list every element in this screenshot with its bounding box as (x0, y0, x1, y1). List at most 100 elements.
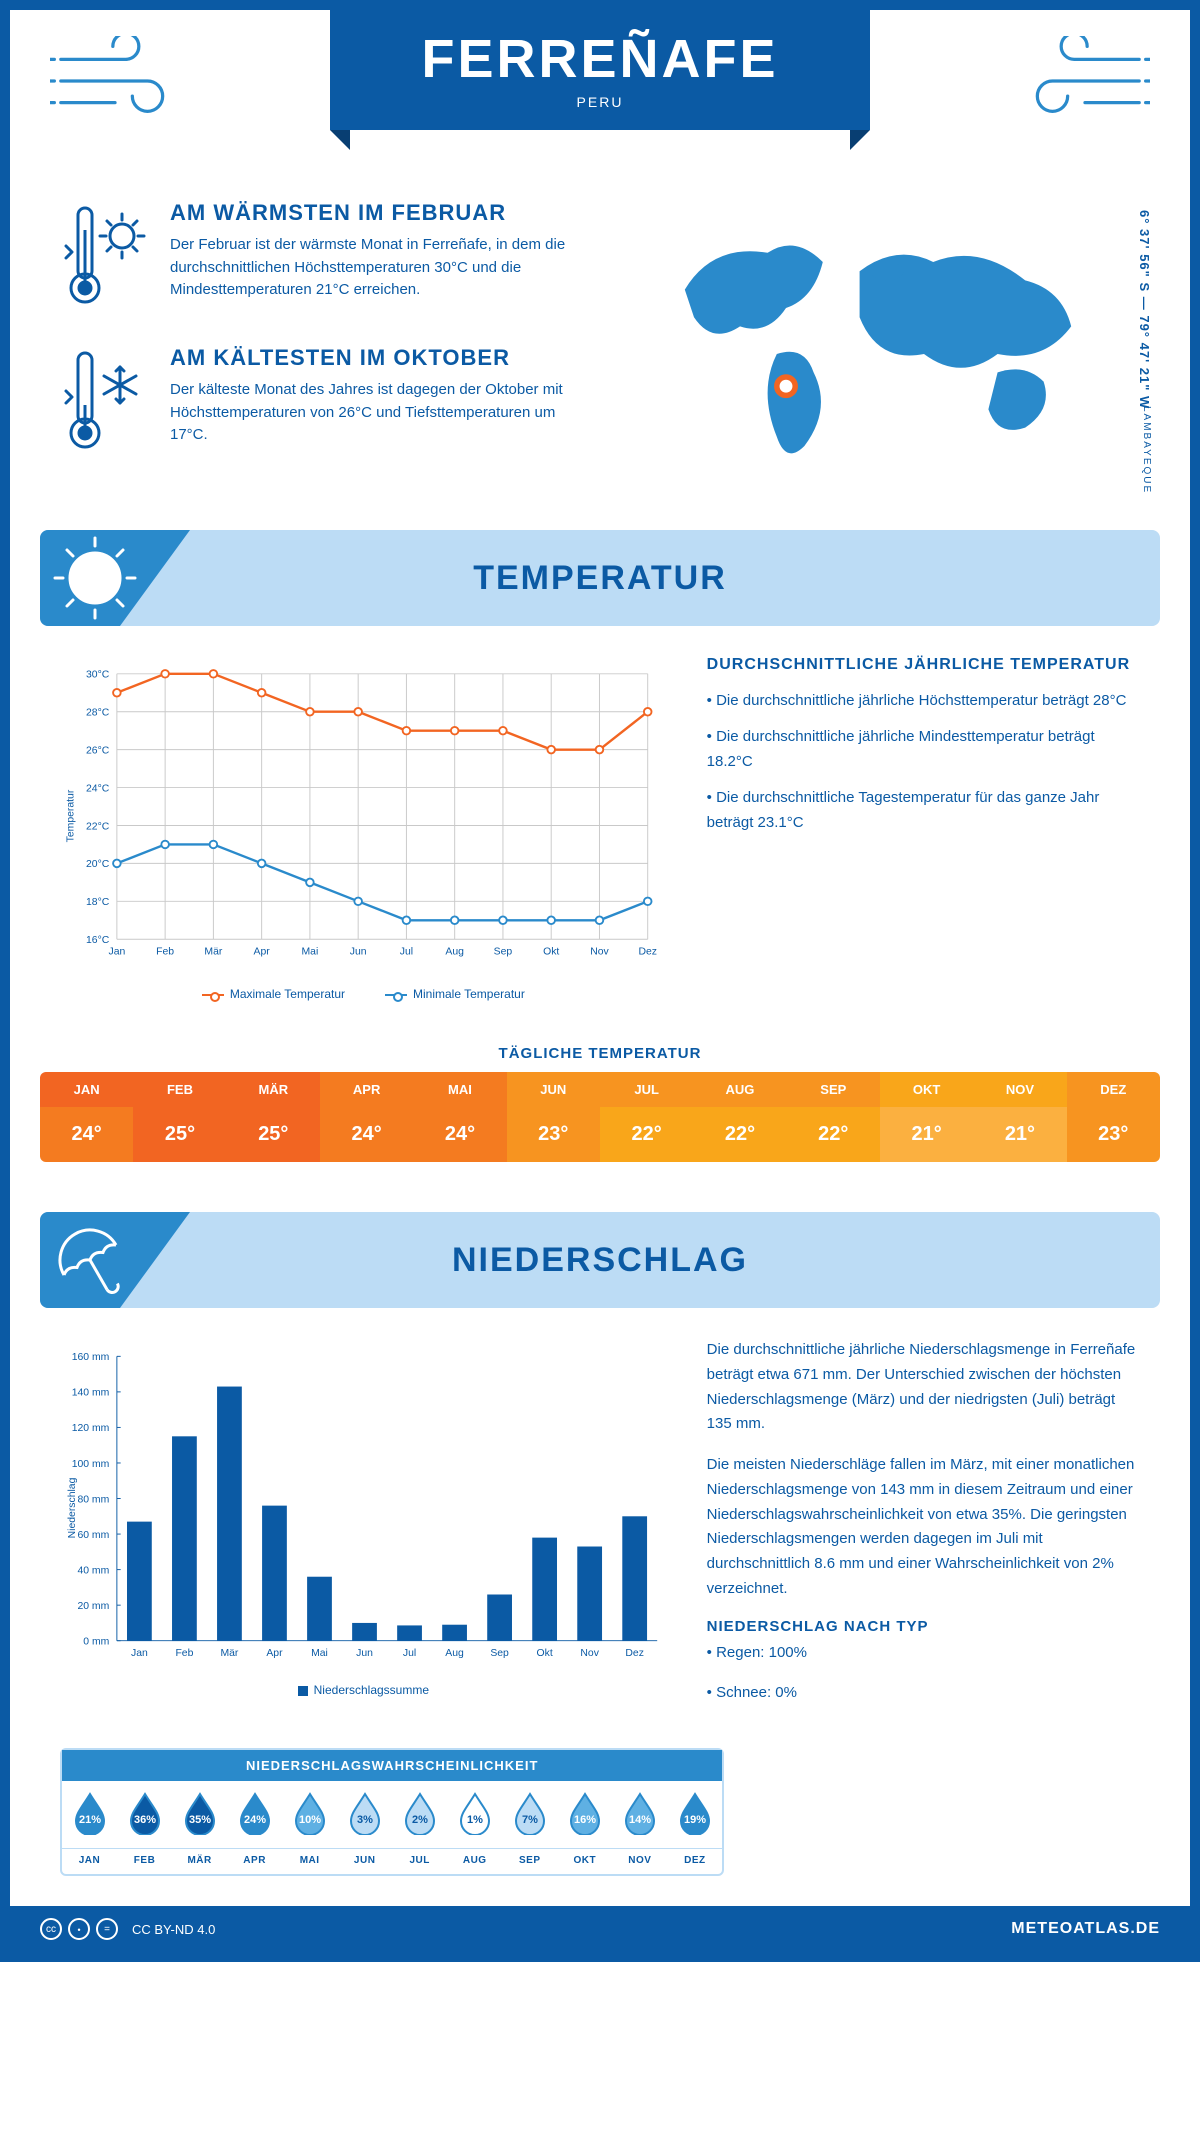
svg-text:20 mm: 20 mm (77, 1601, 109, 1612)
svg-text:40 mm: 40 mm (77, 1565, 109, 1576)
footer: cc 🞄 = CC BY-ND 4.0 METEOATLAS.DE (10, 1906, 1190, 1952)
svg-text:Mär: Mär (204, 946, 222, 957)
precip-text: Die durchschnittliche jährliche Niedersc… (707, 1338, 1140, 1722)
svg-text:Dez: Dez (625, 1648, 644, 1659)
sun-icon (40, 530, 190, 626)
svg-text:36%: 36% (134, 1814, 156, 1826)
warmest-title: AM WÄRMSTEN IM FEBRUAR (170, 200, 585, 226)
site-name: METEOATLAS.DE (1011, 1920, 1160, 1938)
prob-cell: 7% SEP (502, 1781, 557, 1874)
svg-text:60 mm: 60 mm (77, 1530, 109, 1541)
temp-table-col: JUN23° (507, 1072, 600, 1162)
svg-text:16°C: 16°C (86, 935, 110, 946)
intro-section: AM WÄRMSTEN IM FEBRUAR Der Februar ist d… (10, 170, 1190, 510)
svg-text:Nov: Nov (580, 1648, 599, 1659)
temp-table-col: DEZ23° (1067, 1072, 1160, 1162)
svg-text:160 mm: 160 mm (72, 1352, 110, 1363)
precip-section-header: NIEDERSCHLAG (40, 1212, 1160, 1308)
coordinates: 6° 37' 56" S — 79° 47' 21" W (1137, 210, 1152, 409)
prob-cell: 1% AUG (447, 1781, 502, 1874)
svg-text:Jul: Jul (403, 1648, 416, 1659)
svg-text:Jun: Jun (350, 946, 367, 957)
svg-text:140 mm: 140 mm (72, 1388, 110, 1399)
prob-cell: 24% APR (227, 1781, 282, 1874)
title-banner: FERREÑAFE PERU (330, 10, 870, 130)
map-column: 6° 37' 56" S — 79° 47' 21" W LAMBAYEQUE (615, 200, 1140, 490)
temp-table-col: NOV21° (973, 1072, 1066, 1162)
svg-text:2%: 2% (412, 1814, 428, 1826)
temp-table-col: JAN24° (40, 1072, 133, 1162)
svg-text:1%: 1% (467, 1814, 483, 1826)
nd-icon: = (96, 1918, 118, 1940)
svg-text:26°C: 26°C (86, 745, 110, 756)
daily-temp-table: JAN24°FEB25°MÄR25°APR24°MAI24°JUN23°JUL2… (40, 1072, 1160, 1162)
page: FERREÑAFE PERU AM WÄRMSTEN (0, 0, 1200, 1962)
temp-summary-p1: • Die durchschnittliche jährliche Höchst… (707, 688, 1140, 714)
by-icon: 🞄 (68, 1918, 90, 1940)
svg-text:18°C: 18°C (86, 897, 110, 908)
svg-text:7%: 7% (522, 1814, 538, 1826)
svg-text:Niederschlag: Niederschlag (67, 1477, 78, 1538)
temp-summary-p3: • Die durchschnittliche Tagestemperatur … (707, 785, 1140, 836)
svg-text:Feb: Feb (156, 946, 174, 957)
license-text: CC BY-ND 4.0 (132, 1922, 215, 1937)
prob-cell: 14% NOV (612, 1781, 667, 1874)
temperature-section-header: TEMPERATUR (40, 530, 1160, 626)
legend-max: Maximale Temperatur (230, 987, 345, 1001)
prob-cell: 2% JUL (392, 1781, 447, 1874)
legend-min: Minimale Temperatur (413, 987, 525, 1001)
prob-title: NIEDERSCHLAGSWAHRSCHEINLICHKEIT (62, 1750, 722, 1781)
temp-table-col: OKT21° (880, 1072, 973, 1162)
svg-text:Aug: Aug (445, 1648, 464, 1659)
prob-cell: 19% DEZ (667, 1781, 722, 1874)
svg-text:100 mm: 100 mm (72, 1459, 110, 1470)
prob-cell: 10% MAI (282, 1781, 337, 1874)
prob-cell: 36% FEB (117, 1781, 172, 1874)
svg-text:Okt: Okt (543, 946, 559, 957)
svg-text:Jul: Jul (400, 946, 413, 957)
temperature-summary: DURCHSCHNITTLICHE JÄHRLICHE TEMPERATUR •… (707, 656, 1140, 1001)
country-name: PERU (360, 94, 840, 110)
svg-text:Mär: Mär (220, 1648, 238, 1659)
precip-rain: • Regen: 100% (707, 1641, 1140, 1666)
svg-text:16%: 16% (574, 1814, 596, 1826)
temp-table-col: APR24° (320, 1072, 413, 1162)
svg-text:24%: 24% (244, 1814, 266, 1826)
wind-icon (1020, 36, 1150, 126)
svg-text:Okt: Okt (537, 1648, 553, 1659)
svg-text:Mai: Mai (302, 946, 319, 957)
precip-type-title: NIEDERSCHLAG NACH TYP (707, 1618, 1140, 1635)
svg-text:24°C: 24°C (86, 783, 110, 794)
precip-p2: Die meisten Niederschläge fallen im März… (707, 1453, 1140, 1602)
svg-text:Feb: Feb (175, 1648, 193, 1659)
cc-icon: cc (40, 1918, 62, 1940)
svg-text:3%: 3% (357, 1814, 373, 1826)
precip-legend-label: Niederschlagssumme (314, 1683, 429, 1697)
prob-row: 21% JAN 36% FEB 35% MÄR 24% APR 10% MAI … (62, 1781, 722, 1874)
svg-text:35%: 35% (189, 1814, 211, 1826)
svg-text:28°C: 28°C (86, 708, 110, 719)
prob-cell: 35% MÄR (172, 1781, 227, 1874)
temp-legend: Maximale Temperatur Minimale Temperatur (60, 987, 667, 1001)
header: FERREÑAFE PERU (10, 10, 1190, 170)
svg-text:21%: 21% (79, 1814, 101, 1826)
temperature-title: TEMPERATUR (40, 559, 1160, 598)
svg-text:Temperatur: Temperatur (65, 789, 76, 842)
svg-text:14%: 14% (629, 1814, 651, 1826)
wind-icon (50, 36, 180, 126)
svg-text:Aug: Aug (445, 946, 464, 957)
license-icons: cc 🞄 = (40, 1918, 118, 1940)
svg-text:Mai: Mai (311, 1648, 328, 1659)
thermometer-snow-icon (60, 345, 150, 460)
svg-text:0 mm: 0 mm (83, 1637, 109, 1648)
temp-table-col: SEP22° (787, 1072, 880, 1162)
precip-probability-box: NIEDERSCHLAGSWAHRSCHEINLICHKEIT 21% JAN … (60, 1748, 724, 1876)
precip-chart: 0 mm20 mm40 mm60 mm80 mm100 mm120 mm140 … (60, 1338, 667, 1722)
svg-text:Jan: Jan (131, 1648, 148, 1659)
warmest-text: Der Februar ist der wärmste Monat in Fer… (170, 234, 585, 302)
facts-column: AM WÄRMSTEN IM FEBRUAR Der Februar ist d… (60, 200, 585, 490)
prob-cell: 3% JUN (337, 1781, 392, 1874)
region-label: LAMBAYEQUE (1141, 406, 1152, 494)
precip-legend: Niederschlagssumme (60, 1683, 667, 1697)
svg-text:Dez: Dez (638, 946, 657, 957)
